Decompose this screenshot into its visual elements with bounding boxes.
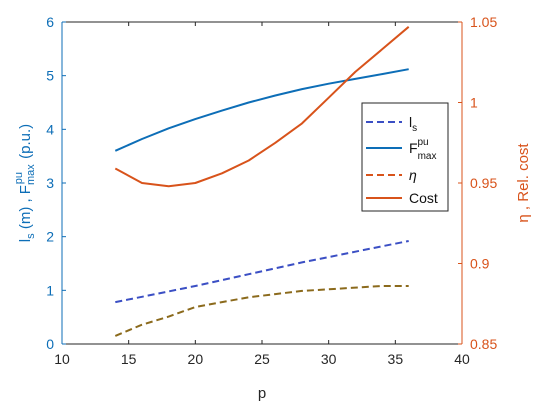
y-left-tick-label: 0 [46, 336, 54, 352]
x-tick-label: 10 [54, 351, 70, 367]
series-line-fmax [114, 68, 409, 152]
y-right-tick-label: 0.95 [470, 175, 497, 191]
y-left-tick-label: 5 [46, 68, 54, 84]
x-tick-label: 40 [454, 351, 470, 367]
x-tick-label: 20 [188, 351, 204, 367]
x-tick-label: 25 [254, 351, 270, 367]
y-left-title-pu-sup: pu [13, 172, 25, 184]
y-right-tick-label: 1.05 [470, 14, 497, 30]
series-line-ls [115, 240, 409, 304]
y-left-tick-label: 2 [46, 229, 54, 245]
x-axis-title: p [258, 385, 266, 402]
y-right-tick-label: 1 [470, 95, 478, 111]
legend-label-ls: ls [409, 114, 417, 134]
y-left-tick-label: 1 [46, 282, 54, 298]
svg-text:ls (m) , Fmaxpu (p.u.): ls (m) , Fmaxpu (p.u.) [13, 124, 37, 242]
y-right-tick-label: 0.9 [470, 256, 490, 272]
series-line-cost [114, 26, 410, 188]
legend: ls Fmaxpu η Cost [361, 102, 449, 212]
y-left-tick-label: 4 [46, 121, 54, 137]
y-left-title-unit2: (p.u.) [17, 124, 34, 163]
legend-label-cost: Cost [409, 190, 438, 206]
series-layer [114, 26, 410, 337]
x-tick-label: 30 [321, 351, 337, 367]
x-tick-label: 15 [121, 351, 137, 367]
legend-label-eta: η [409, 167, 417, 183]
y-left-title-l: l [17, 239, 34, 242]
y-left-tick-label: 3 [46, 175, 54, 191]
x-tick-label: 35 [388, 351, 404, 367]
y-axis-left-title: ls (m) , Fmaxpu (p.u.) [13, 124, 37, 242]
y-axis-right: 0.85 0.9 0.95 1 1.05 [458, 14, 497, 352]
y-left-tick-label: 6 [46, 14, 54, 30]
y-left-title-max-sub: max [25, 164, 37, 185]
y-left-title-unit1: (m) , F [17, 185, 34, 233]
y-axis-right-title: η , Rel. cost [515, 143, 532, 223]
y-left-title-s-sub: s [25, 233, 37, 239]
x-axis: 10 15 20 25 30 35 40 [54, 22, 470, 367]
y-right-tick-label: 0.85 [470, 336, 497, 352]
legend-box [361, 102, 449, 212]
y-axis-left: 0 1 2 3 4 5 6 [46, 14, 66, 352]
